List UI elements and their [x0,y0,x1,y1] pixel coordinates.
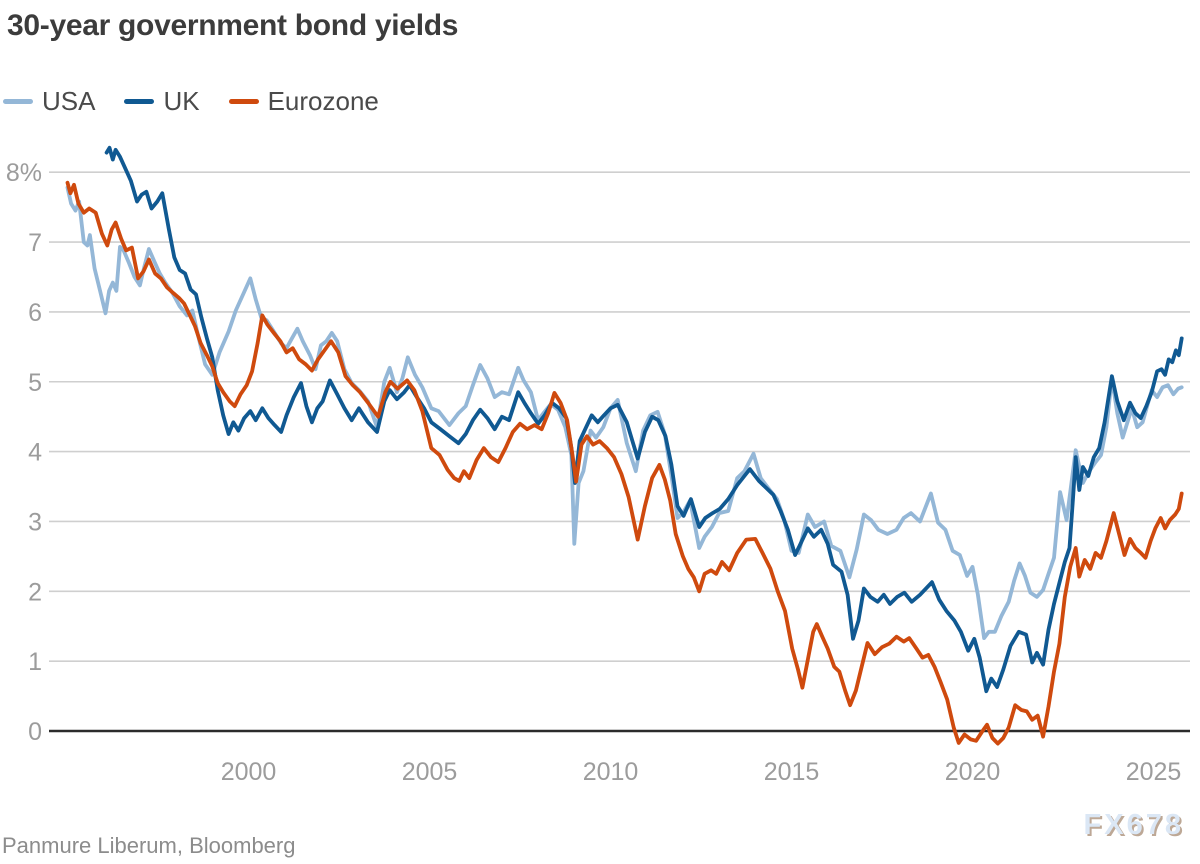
series-line-uk [104,145,1184,694]
y-axis-tick-label: 8% [6,159,42,187]
uk-line-swatch-icon [124,99,155,104]
usa-line-swatch-icon [3,99,33,104]
legend-label-usa: USA [42,86,96,116]
y-axis-tick-label: 5 [28,369,42,397]
legend-label-uk: UK [163,86,200,116]
page-title: 30-year government bond yields [7,9,459,42]
x-axis-tick-label: 2010 [583,758,639,786]
x-axis-tick-label: 2005 [402,758,458,786]
series-line-eurozone [65,180,1184,746]
y-axis-tick-label: 6 [28,299,42,327]
fx678-watermark: FX678 [1083,809,1184,841]
x-axis-tick-label: 2015 [764,758,820,786]
legend-label-eurozone: Eurozone [267,86,379,116]
x-axis-tick-label: 2000 [221,758,277,786]
x-axis-tick-label: 2020 [945,758,1001,786]
source-note: Panmure Liberum, Bloomberg [2,833,296,858]
y-axis-tick-label: 4 [28,439,42,467]
y-axis-tick-label: 1 [28,648,42,676]
y-axis-tick-label: 3 [28,508,42,536]
eurozone-line-swatch-icon [228,99,259,104]
y-axis-tick-label: 0 [28,718,42,746]
legend-item-eurozone: Eurozone [228,86,379,117]
y-axis-tick-label: 2 [28,578,42,606]
x-axis-tick-label: 2025 [1126,758,1182,786]
y-axis-tick-label: 7 [28,229,42,257]
chart-legend: USA UK Eurozone [3,86,408,117]
legend-item-usa: USA [3,86,95,117]
legend-item-uk: UK [124,86,200,117]
series-line-usa [65,185,1184,640]
